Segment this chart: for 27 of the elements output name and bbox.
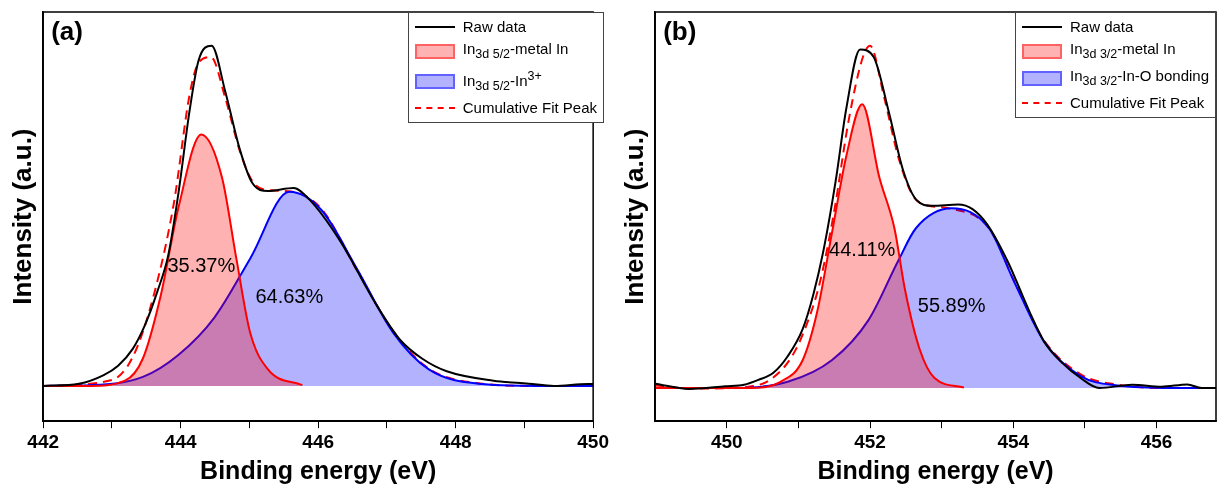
x-axis-title: Binding energy (eV) [817,455,1054,484]
annotation: 35.37% [167,253,236,276]
legend-label: In$_{3d 5/2}$-metal In [462,39,569,63]
x-tick-label: 456 [1140,430,1173,452]
legend-label: Cumulative Fit Peak [462,98,597,118]
annotation: (b) [663,16,697,47]
x-tick-label: 448 [439,430,472,452]
legend-label: In$_{3d 5/2}$-In$^{3+}$ [462,68,542,95]
y-axis-title: Intensity (a.u.) [618,128,649,305]
legend-label: Raw data [1069,17,1134,37]
y-axis-title: Intensity (a.u.) [6,128,37,305]
legend-label: In$_{3d 3/2}$-metal In [1069,39,1176,63]
x-axis-title: Binding energy (eV) [200,455,437,484]
legend-label: In$_{3d 3/2}$-In-O bonding [1069,66,1209,90]
x-tick-label: 454 [997,430,1030,452]
x-tick-label: 450 [710,430,743,452]
x-tick-label: 452 [854,430,886,452]
legend-label: Raw data [462,17,527,37]
annotation: 55.89% [917,293,986,316]
annotation: 44.11% [829,237,896,260]
x-tick-label: 442 [27,430,60,452]
x-tick-label: 444 [164,430,197,452]
x-tick-label: 446 [302,430,335,452]
x-tick-label: 450 [577,430,609,452]
annotation: 64.63% [255,284,324,307]
annotation: (a) [51,16,83,47]
legend-label: Cumulative Fit Peak [1069,93,1205,113]
